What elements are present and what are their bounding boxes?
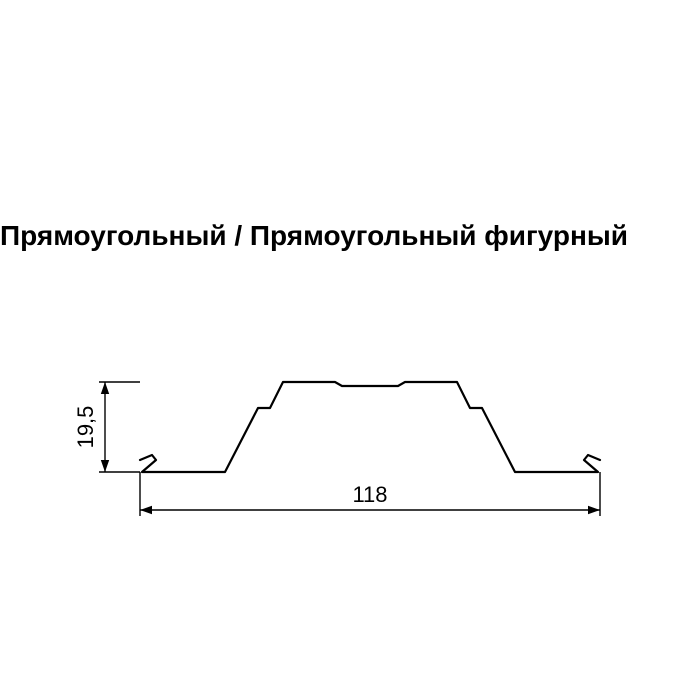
dim-width-label: 118 xyxy=(352,482,387,507)
profile-diagram: 118 19,5 xyxy=(0,300,700,560)
diagram-title: Прямоугольный / Прямоугольный фигурный xyxy=(0,220,700,252)
dim-height-arrow-bottom xyxy=(101,460,109,472)
profile-outline xyxy=(140,382,600,472)
canvas: Прямоугольный / Прямоугольный фигурный 1… xyxy=(0,0,700,700)
dim-width-arrow-right xyxy=(588,506,600,514)
dim-height-arrow-top xyxy=(101,382,109,394)
dim-width-arrow-left xyxy=(140,506,152,514)
dim-height-label: 19,5 xyxy=(73,406,98,449)
